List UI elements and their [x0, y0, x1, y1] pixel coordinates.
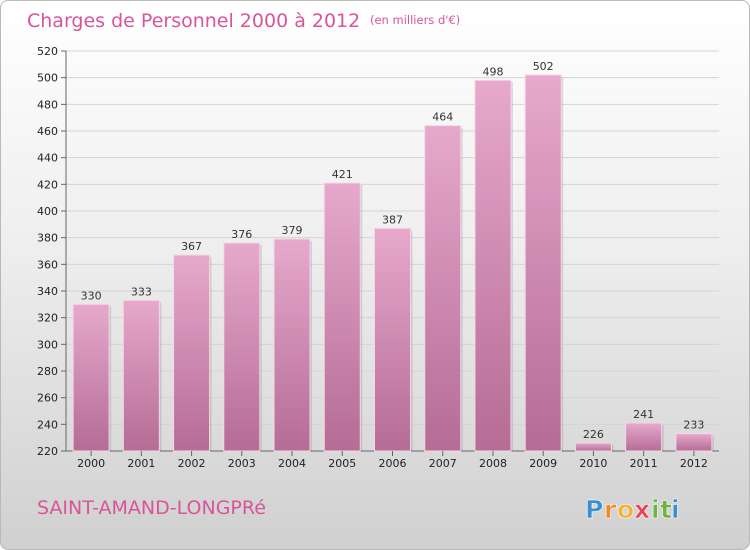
y-tick-label: 340 [37, 285, 58, 298]
bar-value-label: 241 [633, 408, 654, 421]
x-tick-label: 2006 [379, 457, 407, 470]
logo-letter: r [604, 495, 617, 524]
y-tick-label: 240 [37, 418, 58, 431]
town-name: SAINT-AMAND-LONGPRé [37, 497, 266, 519]
y-tick-label: 380 [37, 232, 58, 245]
x-tick-label: 2003 [228, 457, 256, 470]
bar-value-label: 502 [533, 60, 554, 73]
bar-2008 [474, 79, 512, 452]
bar-2003 [223, 242, 261, 452]
bars: 330 333 367 376 379 421 387 464 498 502 226 241 233 [72, 60, 714, 452]
x-tick-label: 2004 [278, 457, 306, 470]
y-tick-label: 280 [37, 365, 58, 378]
chart-subtitle: (en milliers d'€) [370, 13, 460, 27]
bar-2010 [574, 442, 612, 452]
bar-value-label: 379 [282, 224, 303, 237]
logo-letter: o [617, 495, 634, 524]
x-tick-label: 2002 [178, 457, 206, 470]
logo-letter: i [671, 495, 680, 524]
bar-value-label: 330 [81, 289, 102, 302]
logo-letter: P [585, 495, 603, 524]
x-tick-label: 2005 [328, 457, 356, 470]
bar-value-label: 421 [332, 168, 353, 181]
chart-title: Charges de Personnel 2000 à 2012 [27, 10, 360, 32]
x-tick-label: 2001 [127, 457, 155, 470]
bar-2012 [675, 433, 713, 452]
bar-2004 [273, 238, 311, 452]
bar-2000 [72, 303, 110, 452]
y-tick-label: 480 [37, 98, 58, 111]
y-tick-label: 260 [37, 392, 58, 405]
logo-letter: t [660, 495, 672, 524]
bar-2009 [524, 74, 562, 452]
x-tick-label: 2011 [630, 457, 658, 470]
bar-2002 [173, 254, 211, 452]
x-tick-label: 2010 [579, 457, 607, 470]
bar-value-label: 333 [131, 285, 152, 298]
bar-value-label: 498 [482, 65, 503, 78]
x-tick-label: 2008 [479, 457, 507, 470]
y-tick-label: 460 [37, 125, 58, 138]
logo-letter: x [634, 495, 650, 524]
bar-value-label: 367 [181, 240, 202, 253]
x-axis: 2000 2001 2002 2003 2004 2005 2006 2007 2008 2009… [77, 451, 708, 470]
y-tick-label: 520 [37, 45, 58, 58]
bar-value-label: 464 [432, 111, 453, 124]
y-tick-label: 500 [37, 72, 58, 85]
y-tick-label: 360 [37, 258, 58, 271]
bar-2001 [122, 299, 160, 452]
bar-value-label: 226 [583, 428, 604, 441]
bar-2007 [424, 125, 462, 452]
bar-2011 [625, 422, 663, 452]
y-tick-label: 400 [37, 205, 58, 218]
y-tick-label: 320 [37, 312, 58, 325]
x-tick-label: 2012 [680, 457, 708, 470]
y-tick-label: 220 [37, 445, 58, 458]
y-tick-label: 300 [37, 338, 58, 351]
bar-2005 [323, 182, 361, 452]
logo-letter: i [651, 495, 660, 524]
y-tick-label: 440 [37, 152, 58, 165]
x-tick-label: 2000 [77, 457, 105, 470]
bar-value-label: 387 [382, 213, 403, 226]
y-tick-label: 420 [37, 178, 58, 191]
x-tick-label: 2009 [529, 457, 557, 470]
bar-2006 [374, 227, 411, 452]
bar-value-label: 233 [683, 419, 704, 432]
x-tick-label: 2007 [429, 457, 457, 470]
bar-value-label: 376 [231, 228, 252, 241]
